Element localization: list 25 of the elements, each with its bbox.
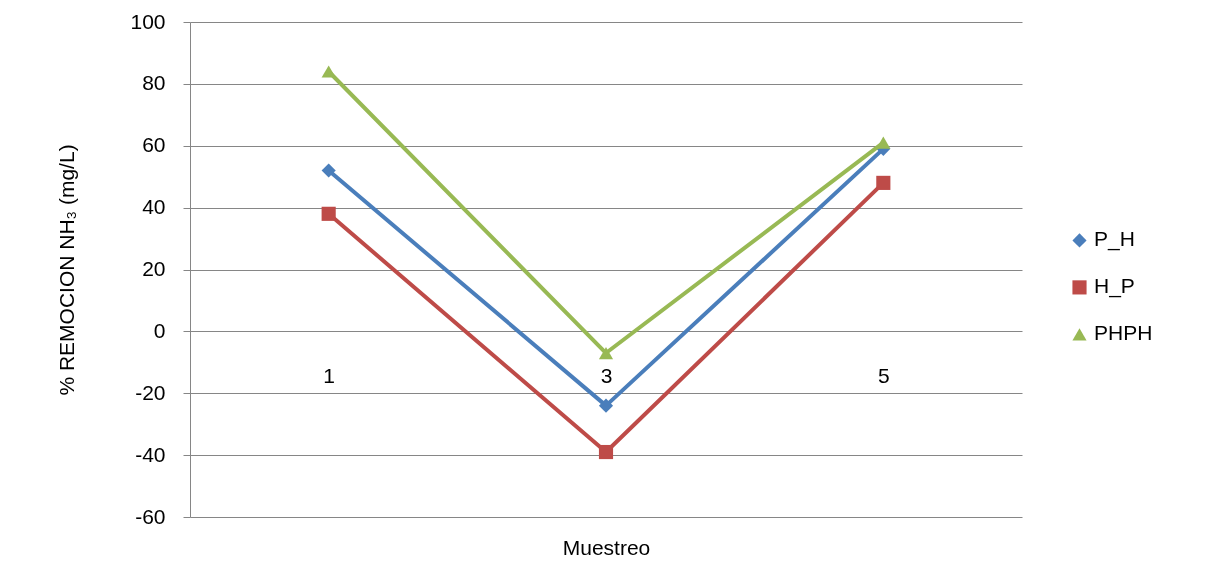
y-tick-label: -40 bbox=[135, 442, 166, 466]
x-tick-label: 3 bbox=[600, 363, 613, 387]
point bbox=[321, 163, 336, 178]
x-axis-title: Muestreo bbox=[562, 535, 651, 559]
legend-label: H_P bbox=[1094, 274, 1135, 299]
y-tick-label: 80 bbox=[142, 71, 166, 95]
y-tick-label: 0 bbox=[153, 318, 166, 342]
point bbox=[598, 444, 614, 460]
legend-label: P_H bbox=[1094, 227, 1135, 252]
y-axis-title: % REMOCION NH₃ (mg/L) bbox=[55, 144, 79, 396]
y-tick-label: 100 bbox=[130, 9, 166, 33]
point bbox=[321, 206, 336, 221]
y-tick-label: 40 bbox=[142, 195, 166, 219]
point bbox=[876, 175, 891, 190]
x-tick-label: 5 bbox=[877, 363, 890, 387]
y-tick-label: -20 bbox=[135, 380, 166, 404]
y-tick-label: -60 bbox=[135, 504, 166, 528]
x-tick-label: 1 bbox=[323, 363, 336, 387]
point bbox=[321, 65, 336, 78]
y-tick-label: 20 bbox=[142, 257, 166, 280]
point bbox=[598, 398, 614, 413]
point bbox=[876, 136, 891, 149]
y-tick-label: 60 bbox=[142, 133, 166, 157]
legend-label: PHPH bbox=[1094, 321, 1153, 345]
point bbox=[598, 346, 614, 360]
